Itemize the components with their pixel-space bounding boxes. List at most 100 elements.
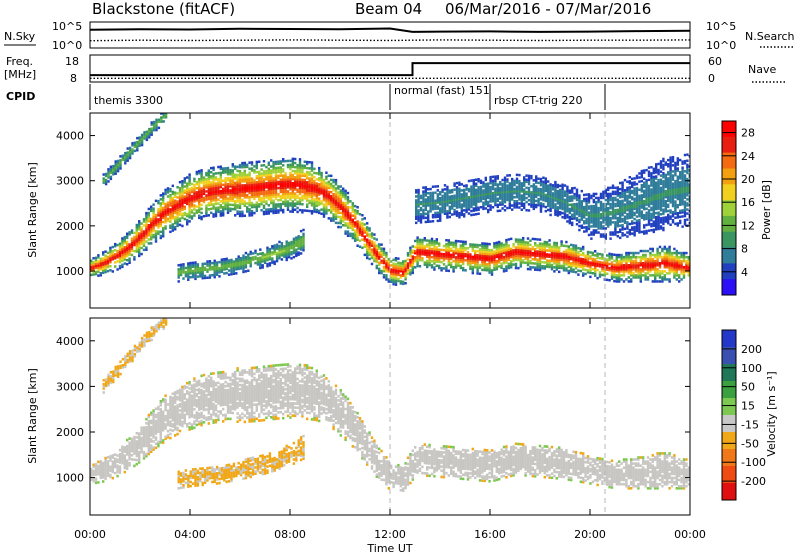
heatmap-cell	[198, 190, 201, 193]
heatmap-cell	[427, 212, 430, 215]
heatmap-cell	[415, 205, 418, 208]
heatmap-cell	[494, 177, 497, 180]
heatmap-cell	[615, 262, 618, 265]
heatmap-cell	[229, 168, 232, 172]
heatmap-cell	[298, 176, 302, 179]
heatmap-cell	[637, 272, 640, 275]
heatmap-cell	[450, 241, 453, 244]
heatmap-cell	[587, 197, 591, 200]
heatmap-cell	[104, 266, 107, 270]
heatmap-cell	[190, 209, 194, 212]
heatmap-cell	[121, 257, 124, 260]
heatmap-cell	[166, 217, 170, 221]
heatmap-cell	[291, 204, 294, 207]
heatmap-cell	[666, 262, 669, 265]
heatmap-cell	[501, 195, 504, 198]
heatmap-cell	[241, 161, 244, 165]
heatmap-cell	[501, 193, 504, 196]
heatmap-cell	[562, 258, 566, 262]
heatmap-cell	[568, 219, 571, 223]
heatmap-cell	[387, 264, 390, 267]
heatmap-cell	[571, 207, 574, 210]
heatmap-cell	[463, 209, 466, 212]
heatmap-cell	[415, 213, 418, 216]
heatmap-cell	[241, 210, 244, 214]
heatmap-cell	[102, 271, 105, 274]
heatmap-cell	[224, 195, 227, 198]
heatmap-cell	[387, 278, 390, 281]
heatmap-cell	[568, 191, 571, 194]
heatmap-cell	[260, 196, 263, 200]
heatmap-cell	[195, 205, 198, 208]
heatmap-cell	[106, 257, 110, 261]
heatmap-cell	[277, 162, 280, 165]
heatmap-cell	[195, 197, 198, 200]
heatmap-cell	[217, 210, 220, 213]
heatmap-cell	[644, 268, 647, 271]
heatmap-cell	[169, 208, 172, 211]
heatmap-cell	[222, 169, 225, 172]
heatmap-cell	[539, 208, 543, 211]
heatmap-cell	[592, 194, 595, 198]
heatmap-cell	[202, 180, 206, 183]
heatmap-cell	[210, 211, 213, 215]
heatmap-cell	[587, 213, 591, 216]
heatmap-cell	[285, 252, 288, 256]
heatmap-cell	[554, 195, 557, 198]
heatmap-cell	[525, 209, 528, 212]
heatmap-cell	[523, 176, 526, 179]
heatmap-cell	[366, 250, 369, 254]
heatmap-cell	[226, 183, 230, 186]
heatmap-cell	[298, 202, 302, 206]
heatmap-cell	[373, 249, 376, 252]
heatmap-cell	[301, 174, 304, 177]
heatmap-cell	[171, 209, 174, 212]
heatmap-cell	[630, 251, 633, 255]
heatmap-cell	[510, 264, 513, 267]
heatmap-cell	[195, 170, 198, 174]
heatmap-cell	[111, 249, 114, 253]
heatmap-cell	[495, 255, 498, 259]
heatmap-cell	[361, 224, 364, 227]
heatmap-cell	[378, 245, 381, 248]
heatmap-cell	[487, 186, 490, 189]
heatmap-cell	[234, 177, 237, 181]
heatmap-cell	[325, 208, 328, 211]
heatmap-cell	[439, 215, 442, 218]
heatmap-cell	[525, 190, 528, 194]
heatmap-cell	[339, 215, 342, 219]
heatmap-cell	[601, 261, 604, 264]
heatmap-cell	[543, 265, 546, 268]
heatmap-cell	[330, 194, 333, 198]
heatmap-cell	[571, 197, 574, 200]
heatmap-cell	[435, 260, 438, 263]
heatmap-cell	[334, 201, 338, 204]
heatmap-cell	[548, 253, 551, 256]
heatmap-cell	[544, 179, 547, 182]
heatmap-cell	[224, 199, 227, 203]
heatmap-cell	[571, 191, 574, 194]
heatmap-cell	[464, 248, 467, 252]
heatmap-cell	[508, 188, 511, 191]
heatmap-cell	[190, 211, 194, 214]
heatmap-cell	[270, 173, 273, 176]
heatmap-cell	[296, 174, 299, 177]
heatmap-cell	[116, 167, 120, 171]
heatmap-cell	[487, 188, 490, 191]
heatmap-cell	[606, 278, 609, 282]
heatmap-cell	[427, 192, 430, 195]
heatmap-cell	[313, 185, 316, 189]
heatmap-cell	[97, 266, 100, 269]
heatmap-cell	[142, 248, 146, 252]
heatmap-cell	[424, 192, 427, 195]
heatmap-cell	[298, 172, 302, 175]
heatmap-cell	[250, 185, 254, 189]
heatmap-cell	[270, 159, 273, 162]
heatmap-cell	[236, 165, 239, 169]
heatmap-cell	[97, 264, 100, 267]
heatmap-cell	[380, 249, 383, 252]
heatmap-cell	[210, 199, 213, 202]
heatmap-cell	[219, 185, 222, 189]
heatmap-cell	[592, 206, 595, 210]
heatmap-cell	[494, 175, 497, 178]
